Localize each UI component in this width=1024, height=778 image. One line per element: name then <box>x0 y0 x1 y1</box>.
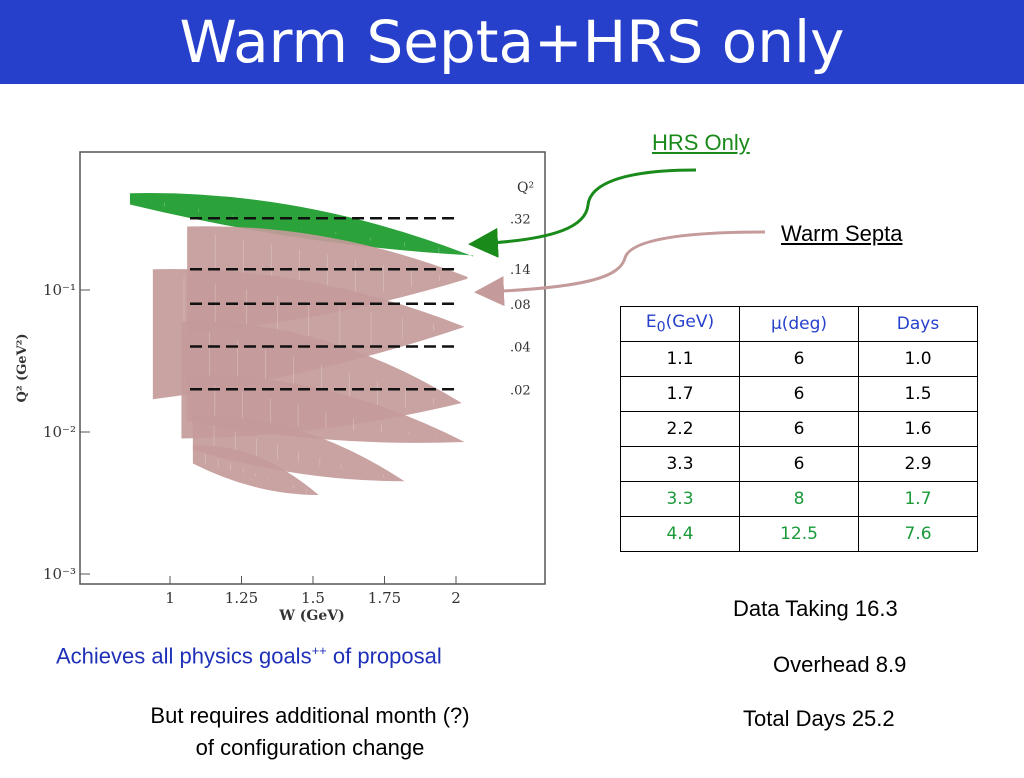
kinematics-table: E0(GeV) μ(deg) Days 1.1 6 1.0 1.7 6 1.5 2.2 6 1.… <box>620 306 978 552</box>
q2-header: Q² <box>517 180 534 196</box>
table-row: 3.3 8 1.7 <box>620 481 978 517</box>
header-days: Days <box>858 306 978 342</box>
q2-bin-label: .08 <box>510 298 531 313</box>
table-header-row: E0(GeV) μ(deg) Days <box>620 306 978 342</box>
table-row: 1.7 6 1.5 <box>620 376 978 412</box>
cell-angle: 8 <box>739 481 859 517</box>
q2-bin-label: .14 <box>510 263 531 278</box>
note-line-2: of configuration change <box>195 735 425 760</box>
total-days-text: Total Days 25.2 <box>743 706 895 731</box>
cell-days: 1.5 <box>858 376 978 412</box>
y-tick-label: 10⁻³ <box>43 565 76 583</box>
table-body: 1.1 6 1.0 1.7 6 1.5 2.2 6 1.6 3.3 6 2.9 3.3 8 1.7 4.4 12… <box>620 341 978 552</box>
septa-band-5 <box>192 445 319 496</box>
cell-angle: 6 <box>739 446 859 482</box>
y-tick-label: 10⁻¹ <box>43 281 76 299</box>
physics-goals-text: Achieves all physics goals++ of proposal <box>56 643 442 669</box>
config-change-note: But requires additional month (?) of con… <box>100 700 520 764</box>
q2-bin-label: .32 <box>510 212 531 227</box>
x-tick-label: 1.75 <box>368 589 401 607</box>
title-bar: Warm Septa+HRS only <box>0 0 1024 84</box>
cell-angle: 6 <box>739 411 859 447</box>
q2-vs-w-plot: .32 .14 .08 .04 .02 1 1.25 1.5 1.75 2 10⁻¹ 10⁻² 10⁻³… <box>10 146 550 626</box>
hrs-only-label: HRS Only <box>652 130 750 155</box>
table-row: 2.2 6 1.6 <box>620 411 978 447</box>
cell-days: 1.0 <box>858 341 978 377</box>
y-axis-label: Q² (GeV²) <box>15 334 30 403</box>
band-group <box>129 193 474 496</box>
septa-band-4 <box>192 415 405 482</box>
header-energy: E0(GeV) <box>620 306 740 342</box>
cell-angle: 6 <box>739 376 859 412</box>
table-row: 3.3 6 2.9 <box>620 446 978 482</box>
goals-main: Achieves all physics goals <box>56 643 312 669</box>
cell-days: 1.6 <box>858 411 978 447</box>
x-tick-label: 1 <box>165 589 175 607</box>
cell-energy: 2.2 <box>620 411 740 447</box>
table-row: 4.4 12.5 7.6 <box>620 516 978 552</box>
header-angle: μ(deg) <box>739 306 859 342</box>
note-line-1: But requires additional month (?) <box>150 703 470 728</box>
table-row: 1.1 6 1.0 <box>620 341 978 377</box>
q2-bin-label: .02 <box>510 383 531 398</box>
cell-energy: 1.7 <box>620 376 740 412</box>
cell-energy: 4.4 <box>620 516 740 552</box>
x-tick-label: 2 <box>451 589 461 607</box>
x-axis-label: W (GeV) <box>278 608 345 624</box>
goals-superscript: ++ <box>311 643 327 658</box>
warm-septa-label: Warm Septa <box>781 221 903 246</box>
hrs-band-0 <box>129 193 474 257</box>
bin-line-group <box>190 217 456 391</box>
cell-energy: 3.3 <box>620 446 740 482</box>
cell-energy: 3.3 <box>620 481 740 517</box>
cell-days: 1.7 <box>858 481 978 517</box>
cell-angle: 12.5 <box>739 516 859 552</box>
data-taking-text: Data Taking 16.3 <box>733 596 898 621</box>
cell-energy: 1.1 <box>620 341 740 377</box>
cell-angle: 6 <box>739 341 859 377</box>
overhead-text: Overhead 8.9 <box>773 652 907 677</box>
slide-title: Warm Septa+HRS only <box>179 8 845 76</box>
cell-days: 2.9 <box>858 446 978 482</box>
y-tick-label: 10⁻² <box>43 423 76 441</box>
x-tick-label: 1.25 <box>225 589 258 607</box>
cell-days: 7.6 <box>858 516 978 552</box>
q2-bin-label: .04 <box>510 341 531 356</box>
x-tick-label: 1.5 <box>301 589 325 607</box>
goals-suffix: of proposal <box>326 643 442 669</box>
